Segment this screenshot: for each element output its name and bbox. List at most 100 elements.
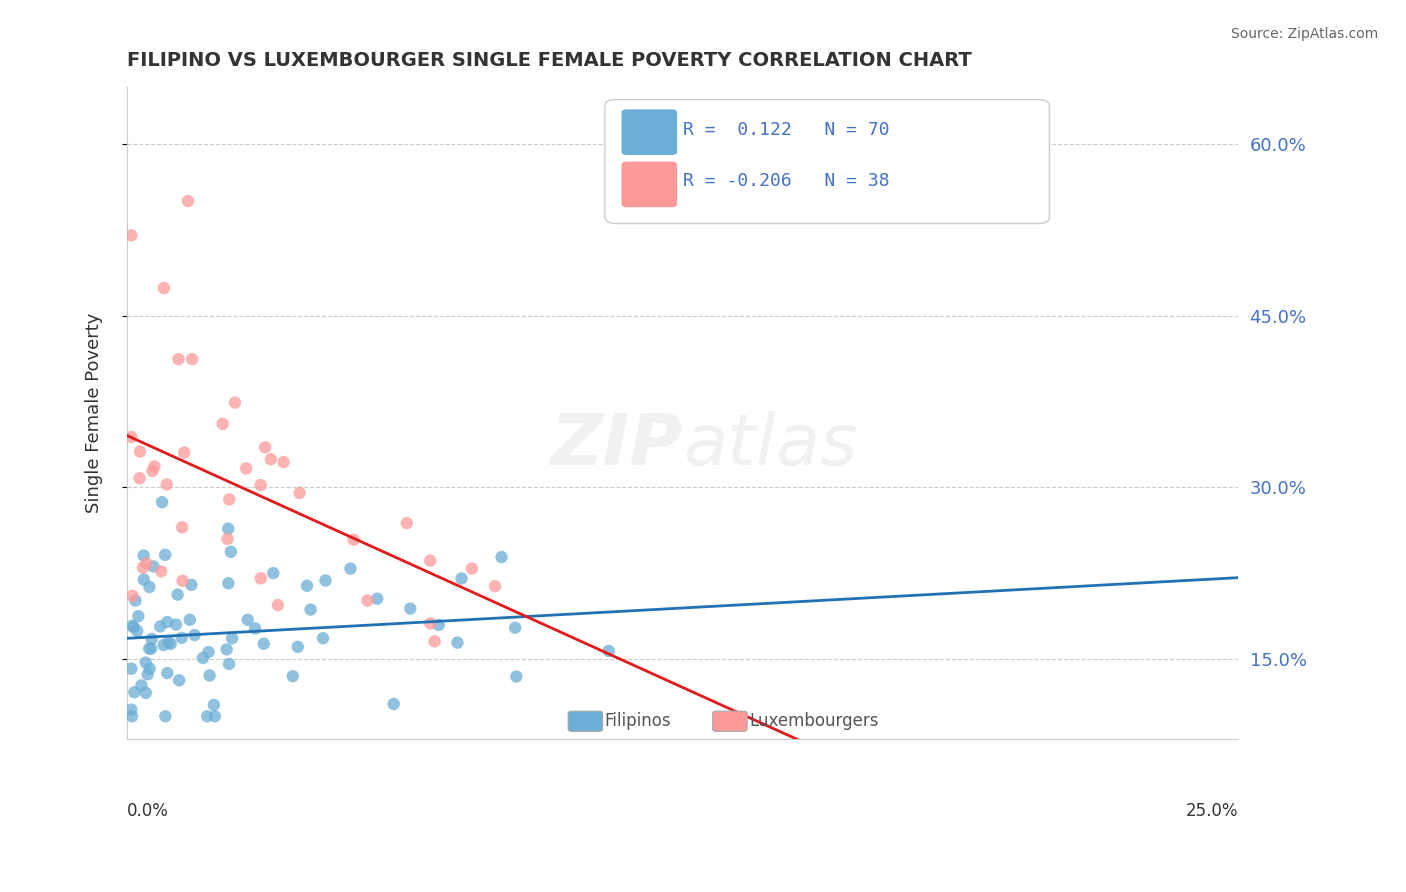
Point (132, 560, 155, 574)
Point (172, 520, 194, 534)
Point (127, 624, 149, 638)
Point (173, 445, 195, 459)
Point (124, 593, 146, 607)
Point (198, 668, 221, 682)
Point (273, 455, 295, 469)
Text: Luxembourgers: Luxembourgers (749, 712, 879, 730)
Point (120, 662, 142, 676)
Point (314, 574, 336, 588)
Point (197, 645, 219, 659)
Point (156, 666, 179, 681)
Point (166, 588, 188, 602)
Point (218, 657, 240, 671)
Point (165, 617, 187, 632)
Point (299, 602, 322, 616)
Point (342, 533, 364, 547)
Point (356, 593, 378, 607)
Text: R =  0.122   N = 70: R = 0.122 N = 70 (683, 120, 889, 138)
Y-axis label: Single Female Poverty: Single Female Poverty (86, 313, 103, 513)
Point (461, 561, 484, 575)
Point (170, 631, 193, 645)
Point (598, 644, 620, 658)
Point (120, 703, 142, 717)
Point (224, 395, 246, 409)
Text: Source: ZipAtlas.com: Source: ZipAtlas.com (1230, 27, 1378, 41)
Point (138, 641, 160, 656)
Point (253, 637, 276, 651)
Point (419, 616, 441, 631)
Point (172, 574, 194, 588)
Point (219, 545, 242, 559)
Point (132, 573, 155, 587)
Point (505, 669, 527, 683)
Point (122, 620, 145, 634)
Point (217, 522, 239, 536)
FancyBboxPatch shape (605, 100, 1049, 224)
Point (141, 464, 163, 478)
Point (167, 352, 190, 367)
Point (288, 486, 311, 500)
Point (221, 632, 243, 646)
Text: ZIP: ZIP (550, 411, 683, 480)
Point (260, 452, 283, 467)
Point (128, 471, 150, 485)
Point (287, 640, 309, 654)
Point (138, 661, 160, 675)
Point (382, 697, 405, 711)
Point (141, 641, 163, 656)
Point (121, 709, 143, 723)
Point (503, 621, 526, 635)
Point (262, 566, 284, 581)
Point (177, 194, 200, 208)
Point (120, 430, 142, 444)
Point (153, 281, 176, 295)
Point (157, 635, 180, 649)
Point (339, 561, 361, 575)
Point (491, 550, 513, 565)
Point (243, 621, 266, 635)
Point (191, 651, 214, 665)
Point (127, 609, 149, 624)
Point (217, 576, 239, 591)
Point (484, 579, 506, 593)
Point (135, 686, 157, 700)
Point (399, 601, 422, 615)
Point (181, 352, 204, 367)
Point (295, 579, 318, 593)
Point (121, 589, 143, 603)
Point (215, 642, 238, 657)
Point (153, 548, 176, 562)
FancyBboxPatch shape (713, 711, 747, 731)
Point (180, 578, 202, 592)
Point (132, 549, 155, 563)
Point (156, 477, 179, 491)
Point (312, 632, 335, 646)
Point (249, 571, 271, 585)
Point (155, 709, 177, 723)
Point (135, 656, 157, 670)
Point (254, 440, 277, 454)
Point (150, 565, 173, 579)
FancyBboxPatch shape (568, 711, 603, 731)
Text: 0.0%: 0.0% (127, 802, 169, 820)
Point (218, 492, 240, 507)
Point (423, 634, 446, 648)
Point (236, 613, 259, 627)
Point (395, 516, 418, 530)
Text: 25.0%: 25.0% (1185, 802, 1239, 820)
Point (150, 495, 173, 509)
Point (142, 559, 165, 574)
Point (124, 685, 146, 699)
Text: atlas: atlas (683, 411, 858, 480)
Point (156, 615, 179, 629)
Point (195, 709, 218, 723)
Point (143, 459, 166, 474)
Point (121, 618, 143, 632)
Point (135, 557, 157, 571)
Point (450, 571, 472, 585)
Point (249, 478, 271, 492)
Point (235, 461, 257, 475)
Point (419, 553, 441, 567)
Point (217, 532, 239, 546)
FancyBboxPatch shape (621, 161, 678, 207)
